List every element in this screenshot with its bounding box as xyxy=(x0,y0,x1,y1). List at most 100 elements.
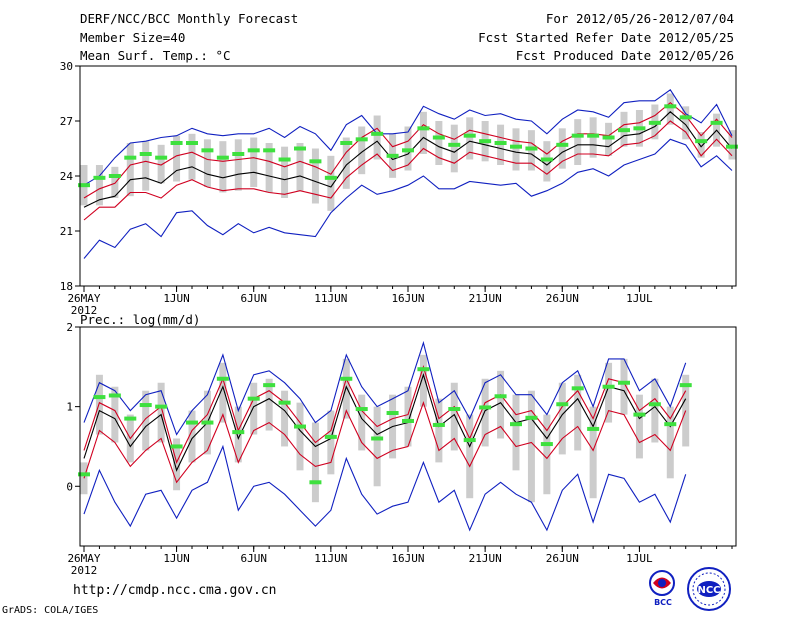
x-tick-label: 1JUL xyxy=(626,292,653,305)
spread-bar xyxy=(512,394,520,471)
ensemble-marker xyxy=(155,155,168,160)
spread-bar xyxy=(666,406,674,479)
ensemble-marker xyxy=(371,131,384,136)
ensemble-marker xyxy=(139,152,152,156)
grads-credit: GrADS: COLA/IGES xyxy=(2,605,99,616)
ensemble-marker xyxy=(648,402,661,407)
ensemble-marker xyxy=(93,395,106,400)
ensemble-marker xyxy=(232,430,245,435)
spread-bar xyxy=(666,93,674,125)
ensemble-marker xyxy=(170,141,183,145)
ensemble-marker xyxy=(479,139,492,144)
spread-bar xyxy=(265,378,273,431)
ensemble-marker xyxy=(679,115,692,120)
spread-bar xyxy=(342,137,350,189)
x-tick-label: 6JUN xyxy=(240,552,267,565)
spread-bar xyxy=(111,386,119,443)
ensemble-marker xyxy=(494,141,507,145)
x-tick-label: 6JUN xyxy=(240,292,267,305)
spread-bar xyxy=(173,135,181,182)
spread-bar xyxy=(419,354,427,407)
spread-bar xyxy=(512,128,520,171)
ensemble-marker xyxy=(186,141,198,145)
ensemble-marker xyxy=(587,426,600,431)
ensemble-marker xyxy=(417,367,430,372)
ensemble-marker xyxy=(294,424,306,429)
x-tick-label: 26MAY xyxy=(67,292,100,305)
ensemble-marker xyxy=(324,175,337,180)
spread-bar xyxy=(342,358,350,419)
ensemble-marker xyxy=(355,137,368,142)
title-line-2: Member Size=40 xyxy=(80,30,186,45)
spread-bar xyxy=(203,139,211,187)
ensemble-marker xyxy=(278,400,291,405)
spread-bar xyxy=(157,144,165,184)
ensemble-marker xyxy=(232,152,245,156)
ensemble-marker xyxy=(201,148,214,153)
spread-bar xyxy=(450,382,458,451)
series-upper-blue xyxy=(83,89,733,186)
ensemble-marker xyxy=(386,153,399,158)
ensemble-marker xyxy=(263,148,276,153)
ensemble-marker xyxy=(432,135,445,140)
ensemble-marker xyxy=(247,148,260,153)
spread-bar xyxy=(589,406,597,499)
series-mean xyxy=(83,111,733,208)
spread-bar xyxy=(435,121,443,165)
spread-bar xyxy=(188,133,196,180)
spread-bar xyxy=(234,139,242,191)
y-tick-label: 0 xyxy=(66,480,73,493)
ensemble-marker xyxy=(710,120,723,125)
spread-bar xyxy=(466,117,474,160)
y-tick-label: 21 xyxy=(60,225,73,238)
ensemble-marker xyxy=(417,126,430,131)
ensemble-marker xyxy=(648,120,661,125)
y-tick-label: 24 xyxy=(60,170,74,183)
spread-bar xyxy=(358,126,366,175)
forecast-produced-date: Fcst Produced Date 2012/05/26 xyxy=(515,48,734,63)
y-tick-label: 2 xyxy=(66,321,73,334)
spread-bar xyxy=(620,358,628,415)
precip-chart-title: Prec.: log(mm/d) xyxy=(80,312,201,327)
x-tick-label: 21JUN xyxy=(469,552,502,565)
x-tick-label: 1JUN xyxy=(163,552,190,565)
ensemble-marker xyxy=(201,420,214,425)
ensemble-marker xyxy=(494,394,507,399)
ensemble-marker xyxy=(155,404,168,409)
y-tick-label: 30 xyxy=(60,60,73,73)
series-upper-blue xyxy=(83,340,687,436)
spread-bar xyxy=(574,374,582,451)
x-tick-label: 26JUN xyxy=(546,292,579,305)
x-tick-label: 21JUN xyxy=(469,292,502,305)
ensemble-marker xyxy=(510,144,522,149)
spread-bar xyxy=(281,146,289,198)
spread-bar xyxy=(635,394,643,459)
x-tick-label: 26JUN xyxy=(546,552,579,565)
source-url[interactable]: http://cmdp.ncc.cma.gov.cn xyxy=(73,583,277,598)
spread-bar xyxy=(296,143,304,191)
ensemble-marker xyxy=(618,128,630,133)
series-lower-red xyxy=(83,400,687,484)
spread-bar xyxy=(173,438,181,491)
spread-bar xyxy=(142,141,150,191)
ensemble-marker xyxy=(278,157,291,162)
ensemble-marker xyxy=(664,422,677,427)
ensemble-marker xyxy=(170,444,183,449)
ensemble-marker xyxy=(108,174,121,178)
ensemble-marker xyxy=(340,141,353,145)
x-tick-label: 1JUL xyxy=(626,552,653,565)
ensemble-marker xyxy=(386,411,399,416)
x-tick-label: 1JUN xyxy=(163,292,190,305)
ncc-logo-text: NCC xyxy=(697,585,720,596)
forecast-period: For 2012/05/26-2012/07/04 xyxy=(545,11,734,26)
spread-bar xyxy=(358,394,366,451)
x-year-label: 2012 xyxy=(71,564,98,577)
spread-bar xyxy=(543,414,551,495)
spread-bar xyxy=(219,362,227,423)
ensemble-marker xyxy=(216,155,229,160)
ensemble-marker xyxy=(309,480,322,485)
spread-bar xyxy=(126,143,134,197)
spread-bar xyxy=(250,382,258,435)
ensemble-marker xyxy=(602,135,615,140)
